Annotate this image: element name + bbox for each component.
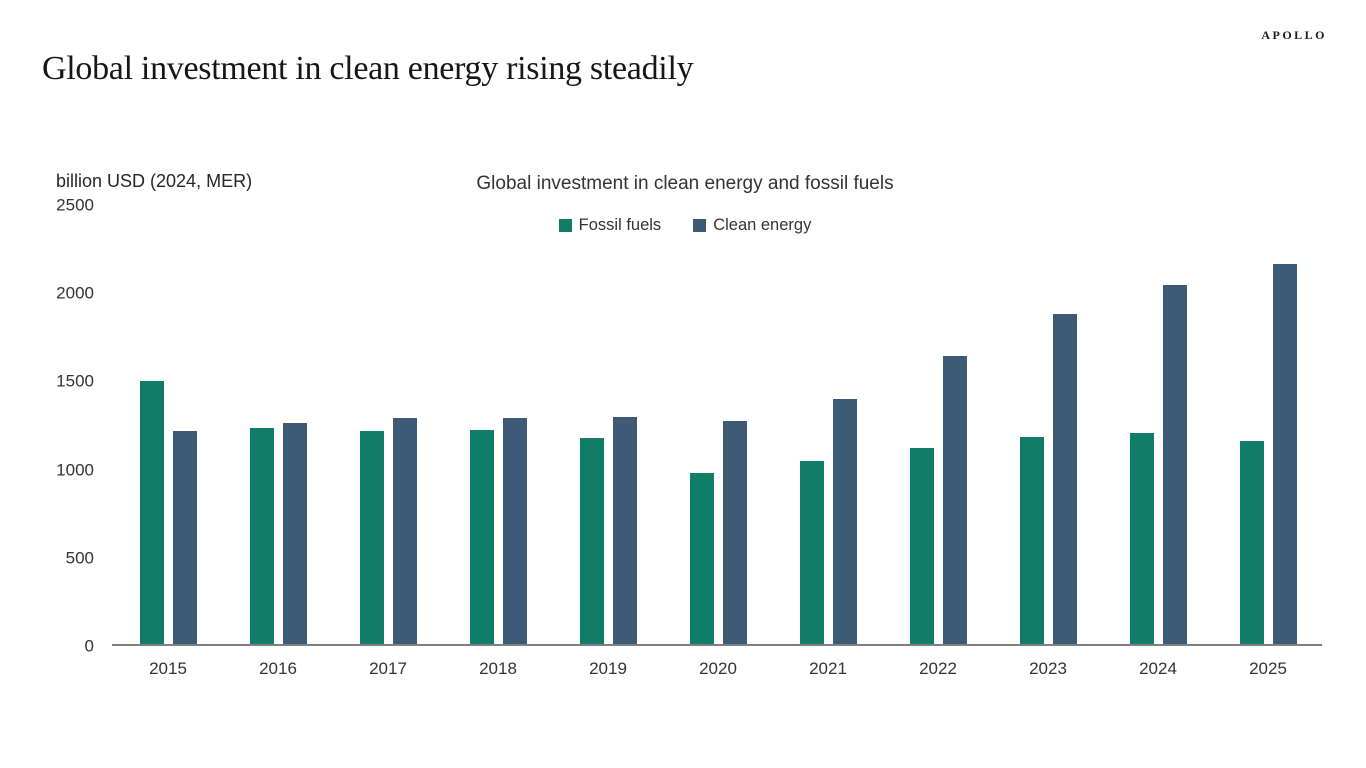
bar-fossil-fuels-2016	[249, 428, 274, 644]
bar-fossil-fuels-2023	[1019, 437, 1044, 644]
bar-clean-energy-2016	[282, 423, 307, 644]
bar-clean-energy-2025	[1272, 264, 1297, 644]
bar-fossil-fuels-2021	[799, 461, 824, 644]
x-axis-label-2018: 2018	[479, 659, 517, 678]
bar-clean-energy-2019	[612, 417, 637, 644]
x-axis-label-2019: 2019	[589, 659, 627, 678]
bar-clean-energy-2024	[1162, 285, 1187, 644]
x-axis-label-2022: 2022	[919, 659, 957, 678]
bar-fossil-fuels-2017	[359, 431, 384, 644]
chart-legend: Fossil fuels Clean energy	[40, 216, 1330, 235]
y-axis-tick-2000: 2000	[56, 283, 94, 303]
legend-item-fossil-fuels: Fossil fuels	[558, 216, 662, 235]
x-axis-label-2023: 2023	[1029, 659, 1067, 678]
legend-label: Clean energy	[713, 216, 812, 234]
bar-clean-energy-2015	[172, 431, 197, 644]
bar-fossil-fuels-2022	[909, 448, 934, 644]
bar-chart-plot-area: 0 500 1000 1500 2000 2500 2015 2016 2017 2018 2019…	[56, 197, 1322, 677]
bar-clean-energy-2023	[1052, 314, 1077, 644]
page-title: Global investment in clean energy rising…	[42, 50, 694, 87]
y-axis-tick-0: 0	[84, 636, 94, 656]
x-axis-label-2025: 2025	[1249, 659, 1287, 678]
x-axis-label-2017: 2017	[369, 659, 407, 678]
bar-fossil-fuels-2024	[1129, 433, 1154, 644]
y-axis-unit-label: billion USD (2024, MER)	[56, 171, 253, 191]
bar-fossil-fuels-2015	[139, 381, 164, 644]
bar-clean-energy-2018	[502, 418, 527, 644]
x-axis-label-2016: 2016	[259, 659, 297, 678]
bar-fossil-fuels-2018	[469, 430, 494, 644]
apollo-logo: APOLLO	[1261, 28, 1327, 42]
legend-item-clean-energy: Clean energy	[693, 216, 811, 235]
bar-clean-energy-2017	[392, 418, 417, 644]
y-axis-tick-2500: 2500	[56, 195, 94, 215]
legend-swatch-icon	[558, 219, 572, 232]
bar-fossil-fuels-2025	[1239, 441, 1264, 644]
bar-clean-energy-2022	[942, 356, 967, 644]
x-axis-label-2020: 2020	[699, 659, 737, 678]
x-axis-label-2015: 2015	[149, 659, 187, 678]
bar-fossil-fuels-2019	[579, 438, 604, 644]
bar-clean-energy-2020	[722, 421, 747, 644]
legend-label: Fossil fuels	[578, 216, 662, 234]
legend-swatch-icon	[693, 219, 707, 232]
bar-clean-energy-2021	[832, 399, 857, 644]
bar-fossil-fuels-2020	[689, 473, 714, 644]
x-axis-label-2024: 2024	[1139, 659, 1177, 678]
y-axis-tick-1000: 1000	[56, 460, 94, 480]
chart-title: Global investment in clean energy and fo…	[476, 173, 894, 194]
y-axis-tick-500: 500	[65, 548, 94, 568]
y-axis-tick-1500: 1500	[56, 371, 94, 391]
x-axis-label-2021: 2021	[809, 659, 847, 678]
